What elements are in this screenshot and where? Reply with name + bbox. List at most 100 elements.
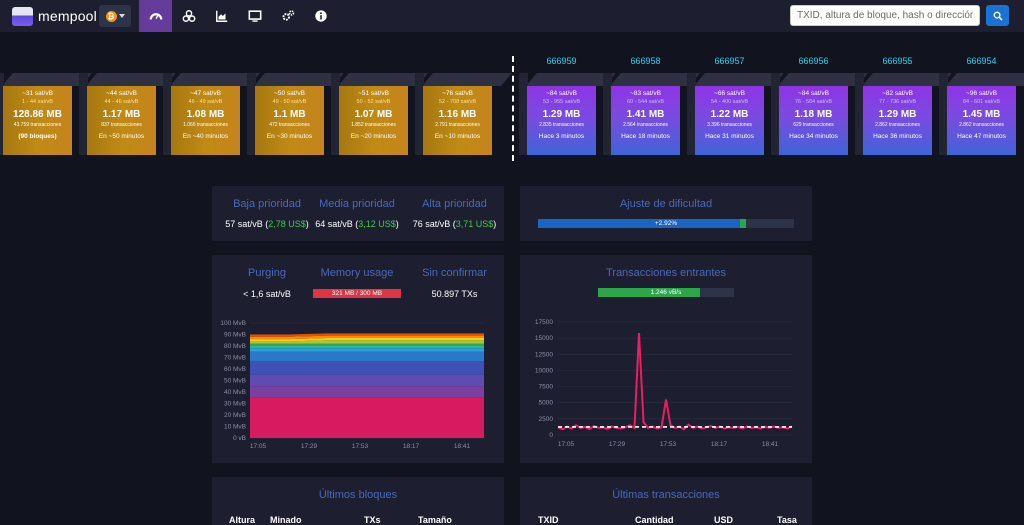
block-height-link[interactable]: 666956 bbox=[798, 56, 829, 66]
y-tick-label: 2500 bbox=[539, 416, 554, 423]
block-size: 1.29 MB bbox=[542, 109, 581, 120]
block-fee: ~84 sat/vB bbox=[798, 90, 829, 97]
y-tick-label: 60 MvB bbox=[224, 366, 246, 373]
block-time: Hace 36 minutos bbox=[873, 133, 922, 140]
cogs-icon[interactable] bbox=[271, 0, 304, 32]
block-fee-range: 77 - 736 sat/vB bbox=[879, 99, 916, 105]
block-fee-range: 84 - 601 sat/vB bbox=[963, 99, 1000, 105]
medium-priority-fee: 64 sat/vB (3,12 US$) bbox=[315, 219, 399, 229]
column-header: USD bbox=[714, 515, 734, 525]
unconfirmed-title: Sin confirmar bbox=[422, 267, 487, 279]
difficulty-progress: +2.92% bbox=[538, 219, 794, 228]
line-series bbox=[557, 332, 793, 431]
latest-txs-title: Últimas transacciones bbox=[612, 489, 720, 501]
block-fee: ~47 sat/vB bbox=[190, 90, 221, 97]
mempool-block[interactable]: ~51 sat/vB 50 - 52 sat/vB 1.07 MB 1.852 … bbox=[331, 73, 428, 155]
block-tx-count: 2.564 transacciones bbox=[623, 122, 668, 128]
y-tick-label: 80 MvB bbox=[224, 343, 246, 350]
block-fee: ~66 sat/vB bbox=[714, 90, 745, 97]
tv-icon[interactable] bbox=[238, 0, 271, 32]
dashboard-icon[interactable] bbox=[139, 0, 172, 32]
mined-block[interactable]: ~82 sat/vB 77 - 736 sat/vB 1.29 MB 2.862… bbox=[855, 73, 952, 155]
low-priority-title: Baja prioridad bbox=[233, 198, 301, 210]
network-selector[interactable]: ₿ bbox=[99, 5, 131, 27]
search-button[interactable] bbox=[986, 5, 1009, 26]
area-series bbox=[250, 333, 484, 337]
block-tx-count: 2.791 transacciones bbox=[435, 122, 480, 128]
y-tick-label: 30 MvB bbox=[224, 401, 246, 408]
fees-panel: Baja prioridad Media prioridad Alta prio… bbox=[212, 186, 504, 241]
area-series bbox=[250, 360, 484, 375]
block-fee-range: 1 - 44 sat/vB bbox=[22, 99, 53, 105]
mempool-block[interactable]: ~44 sat/vB 44 - 46 sat/vB 1.17 MB 837 tr… bbox=[79, 73, 176, 155]
block-tx-count: 2.835 transacciones bbox=[539, 122, 584, 128]
mined-block[interactable]: ~96 sat/vB 84 - 601 sat/vB 1.45 MB 2.862… bbox=[939, 73, 1024, 155]
block-size: 128.86 MB bbox=[13, 109, 62, 120]
y-tick-label: 50 MvB bbox=[224, 378, 246, 385]
block-fee-range: 50 - 52 sat/vB bbox=[356, 99, 391, 105]
mempool-block[interactable]: ~76 sat/vB 52 - 708 sat/vB 1.16 MB 2.791… bbox=[415, 73, 512, 155]
block-fee: ~51 sat/vB bbox=[358, 90, 389, 97]
mined-block[interactable]: ~66 sat/vB 54 - 400 sat/vB 1.22 MB 3.396… bbox=[687, 73, 784, 155]
x-tick-label: 17:05 bbox=[558, 441, 575, 448]
y-tick-label: 17500 bbox=[535, 319, 553, 326]
block-fee: ~76 sat/vB bbox=[442, 90, 473, 97]
column-header: Minado bbox=[270, 515, 302, 525]
block-size: 1.22 MB bbox=[710, 109, 749, 120]
column-header: Tasa bbox=[777, 515, 797, 525]
mempool-block[interactable]: ~50 sat/vB 49 - 50 sat/vB 1.1 MB 472 tra… bbox=[247, 73, 344, 155]
search-input[interactable] bbox=[790, 5, 980, 26]
block-fee-range: 53 - 955 sat/vB bbox=[543, 99, 580, 105]
mined-block[interactable]: ~84 sat/vB 53 - 955 sat/vB 1.29 MB 2.835… bbox=[519, 73, 616, 155]
block-size: 1.07 MB bbox=[354, 109, 393, 120]
brand-link[interactable]: mempool bbox=[12, 5, 97, 27]
y-tick-label: 10 MvB bbox=[224, 424, 246, 431]
block-eta: (90 bloques) bbox=[18, 133, 57, 140]
block-height-link[interactable]: 666954 bbox=[966, 56, 997, 66]
area-series bbox=[250, 351, 484, 361]
info-icon[interactable] bbox=[304, 0, 337, 32]
block-time: Hace 34 minutos bbox=[789, 133, 838, 140]
block-height-link[interactable]: 666955 bbox=[882, 56, 913, 66]
block-height-link[interactable]: 666957 bbox=[714, 56, 745, 66]
y-tick-label: 90 MvB bbox=[224, 332, 246, 339]
mined-block[interactable]: ~84 sat/vB 76 - 584 sat/vB 1.18 MB 629 t… bbox=[771, 73, 868, 155]
mempool-panel: Purging Memory usage Sin confirmar < 1,6… bbox=[212, 255, 504, 463]
y-tick-label: 70 MvB bbox=[224, 355, 246, 362]
column-header: Altura bbox=[229, 515, 256, 525]
x-tick-label: 18:17 bbox=[403, 443, 420, 450]
block-size: 1.41 MB bbox=[626, 109, 665, 120]
block-time: Hace 18 minutos bbox=[621, 133, 670, 140]
block-tx-count: 629 transacciones bbox=[793, 122, 834, 128]
graphs-icon[interactable] bbox=[205, 0, 238, 32]
block-size: 1.08 MB bbox=[186, 109, 225, 120]
high-priority-title: Alta prioridad bbox=[422, 198, 487, 210]
y-tick-label: 15000 bbox=[535, 335, 553, 342]
y-tick-label: 12500 bbox=[535, 351, 553, 358]
incoming-rate: 1.246 vB/s bbox=[650, 289, 682, 296]
fee-usd: 3,12 US$ bbox=[358, 219, 396, 229]
mined-block[interactable]: ~83 sat/vB 60 - 544 sat/vB 1.41 MB 2.564… bbox=[603, 73, 700, 155]
memory-usage-bar: 321 MB / 300 MB bbox=[313, 289, 401, 298]
area-series bbox=[250, 346, 484, 349]
block-size: 1.45 MB bbox=[962, 109, 1001, 120]
block-eta: En ~20 minutos bbox=[350, 133, 397, 140]
incoming-rate-bar: 1.246 vB/s bbox=[598, 288, 734, 297]
latest-blocks-title: Últimos bloques bbox=[318, 489, 398, 501]
fee-rate: 76 sat/vB bbox=[412, 219, 451, 229]
area-series bbox=[250, 337, 484, 342]
block-fee: ~31 sat/vB bbox=[22, 90, 53, 97]
y-tick-label: 40 MvB bbox=[224, 389, 246, 396]
blocks-icon[interactable] bbox=[172, 0, 205, 32]
area-series bbox=[250, 374, 484, 387]
block-tx-count: 2.862 transacciones bbox=[959, 122, 1004, 128]
block-height-link[interactable]: 666959 bbox=[546, 56, 577, 66]
mempool-block[interactable]: ~31 sat/vB 1 - 44 sat/vB 128.86 MB 43.75… bbox=[0, 73, 92, 155]
column-header: Tamaño bbox=[418, 515, 452, 525]
mempool-block[interactable]: ~47 sat/vB 46 - 49 sat/vB 1.08 MB 1.066 … bbox=[163, 73, 260, 155]
block-height-link[interactable]: 666958 bbox=[630, 56, 661, 66]
block-tx-count: 472 transacciones bbox=[269, 122, 310, 128]
block-size: 1.29 MB bbox=[878, 109, 917, 120]
high-priority-fee: 76 sat/vB (3,71 US$) bbox=[412, 219, 497, 229]
block-fee-range: 52 - 708 sat/vB bbox=[439, 99, 476, 105]
